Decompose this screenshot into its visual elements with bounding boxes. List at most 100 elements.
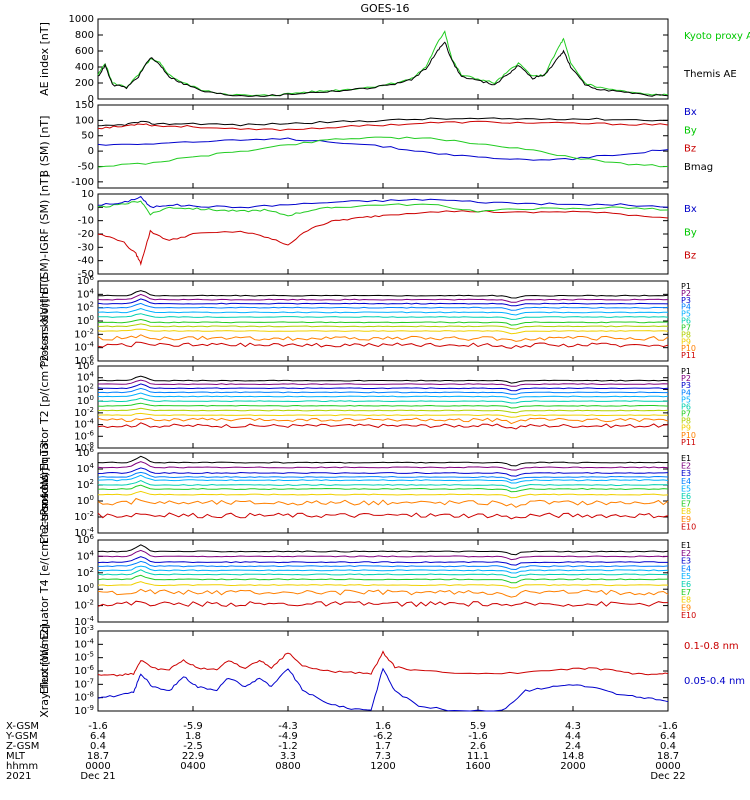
channel-label: E5 <box>681 572 691 581</box>
x-label-hhmm: 0400 <box>180 761 205 772</box>
series-bz <box>97 120 669 132</box>
channel-label: E4 <box>681 477 691 486</box>
y-tick-label: -20 <box>78 229 94 240</box>
channel-label: E10 <box>681 522 696 531</box>
channel-p3 <box>97 383 669 392</box>
x-label-ygsm: -6.2 <box>373 731 393 742</box>
channel-e1 <box>97 455 669 467</box>
y-tick-label: 10-2 <box>74 406 94 419</box>
channel-label: P10 <box>681 344 696 353</box>
x-label-zgsm: 0.4 <box>660 741 676 752</box>
y-tick-label: 104 <box>77 287 95 300</box>
channel-p1 <box>98 290 669 299</box>
y-tick-label: 104 <box>77 371 95 384</box>
y-tick-label: 10-4 <box>74 637 94 650</box>
x-label-mlt: 14.8 <box>562 751 584 762</box>
legend-label: By <box>684 227 697 238</box>
y-tick-label: -30 <box>78 242 94 253</box>
y-tick-label: 100 <box>77 582 94 595</box>
channel-p9 <box>97 328 669 335</box>
legend-label: 0.1-0.8 nm <box>684 641 739 652</box>
y-tick-label: -100 <box>71 177 94 188</box>
channel-label: E3 <box>681 469 691 478</box>
channel-label: P5 <box>681 395 691 404</box>
y-tick-label: 10-2 <box>74 510 94 523</box>
x-label-zgsm: 2.6 <box>470 741 486 752</box>
channel-e10 <box>97 600 668 608</box>
channel-p6 <box>98 313 669 320</box>
channel-e7 <box>97 574 669 584</box>
x-label-zgsm: 1.7 <box>375 741 391 752</box>
y-axis-label: AE index [nT] <box>38 22 51 96</box>
panel-ee: 10-4 10-2 100 102 104 106 Electrons Equator T4… <box>38 468 696 694</box>
channel-label: E9 <box>681 603 691 612</box>
x-label-mlt: 22.9 <box>182 751 204 762</box>
y-tick-label: -50 <box>78 161 94 172</box>
legend-label: Bmag <box>684 162 713 173</box>
y-tick-label: 106 <box>77 359 95 372</box>
channel-label: E6 <box>681 492 691 501</box>
channel-label: P7 <box>681 410 691 419</box>
channel-p1 <box>97 375 669 384</box>
channel-e8 <box>97 581 669 589</box>
x-label-ygsm: 6.4 <box>660 731 676 742</box>
x-label-ygsm: 4.4 <box>565 731 581 742</box>
y-tick-label: 106 <box>77 274 95 287</box>
y-tick-label: 400 <box>75 62 94 73</box>
x-label-zgsm: -1.2 <box>278 741 298 752</box>
channel-label: E10 <box>681 611 696 620</box>
channel-label: E4 <box>681 564 691 573</box>
series-0-05-0-4-nm <box>97 667 669 712</box>
series-0-1-0-8-nm <box>97 650 669 677</box>
channel-label: P6 <box>681 317 691 326</box>
series-by <box>97 136 669 168</box>
channel-e5 <box>97 565 669 574</box>
x-label-ygsm: -1.6 <box>468 731 488 742</box>
y-tick-label: -40 <box>78 256 94 267</box>
y-tick-label: 150 <box>75 100 94 111</box>
y-tick-label: 104 <box>77 462 95 475</box>
x-label-zgsm: 2.4 <box>565 741 581 752</box>
y-tick-label: 10-4 <box>74 418 94 431</box>
channel-p2 <box>97 293 669 303</box>
channel-e3 <box>97 556 668 566</box>
y-tick-label: 10-4 <box>74 341 94 354</box>
x-label-hhmm: 0000 <box>85 761 110 772</box>
channel-p4 <box>97 302 669 311</box>
channel-label: P2 <box>681 374 691 383</box>
y-tick-label: 102 <box>77 566 94 579</box>
x-label-zgsm: 0.4 <box>90 741 106 752</box>
x-label-mlt: 18.7 <box>657 751 679 762</box>
legend-label: Kyoto proxy AE <box>684 31 750 42</box>
row-label: hhmm <box>6 761 38 772</box>
series-by <box>97 200 669 217</box>
channel-label: E8 <box>681 507 691 516</box>
panel-xray: 10-910-810-710-610-510-410-3 Xray flux [W… <box>38 624 745 718</box>
channel-p5 <box>97 392 669 400</box>
channel-label: P4 <box>681 303 691 312</box>
series-bmag <box>97 117 669 127</box>
panel-ae: 0 200 400 600 800 1000 AE index [nT] Kyoto prox… <box>38 14 750 105</box>
channel-label: P5 <box>681 310 691 319</box>
x-label-hhmm: 0800 <box>275 761 300 772</box>
x-label-ygsm: 6.4 <box>90 731 106 742</box>
y-tick-label: 100 <box>75 115 94 126</box>
x-label-mlt: 18.7 <box>87 751 109 762</box>
y-tick-label: -50 <box>78 269 94 280</box>
channel-label: E1 <box>681 541 691 550</box>
date-end: Dec 22 <box>650 771 685 782</box>
legend-label: 0.05-0.4 nm <box>684 676 745 687</box>
channel-p6 <box>97 397 669 404</box>
y-tick-label: 10-6 <box>74 429 94 442</box>
x-label-ygsm: 1.8 <box>185 731 201 742</box>
channel-label: P11 <box>681 438 696 447</box>
panel-bsm: -100 -50 0 50 100 150 B (SM) [nT] Bx By Bz Bmag <box>38 100 713 189</box>
channel-e4 <box>97 471 669 481</box>
channel-label: E5 <box>681 484 691 493</box>
y-axis-label: Protons North T1 <box>38 275 51 368</box>
channel-e7 <box>97 484 669 493</box>
